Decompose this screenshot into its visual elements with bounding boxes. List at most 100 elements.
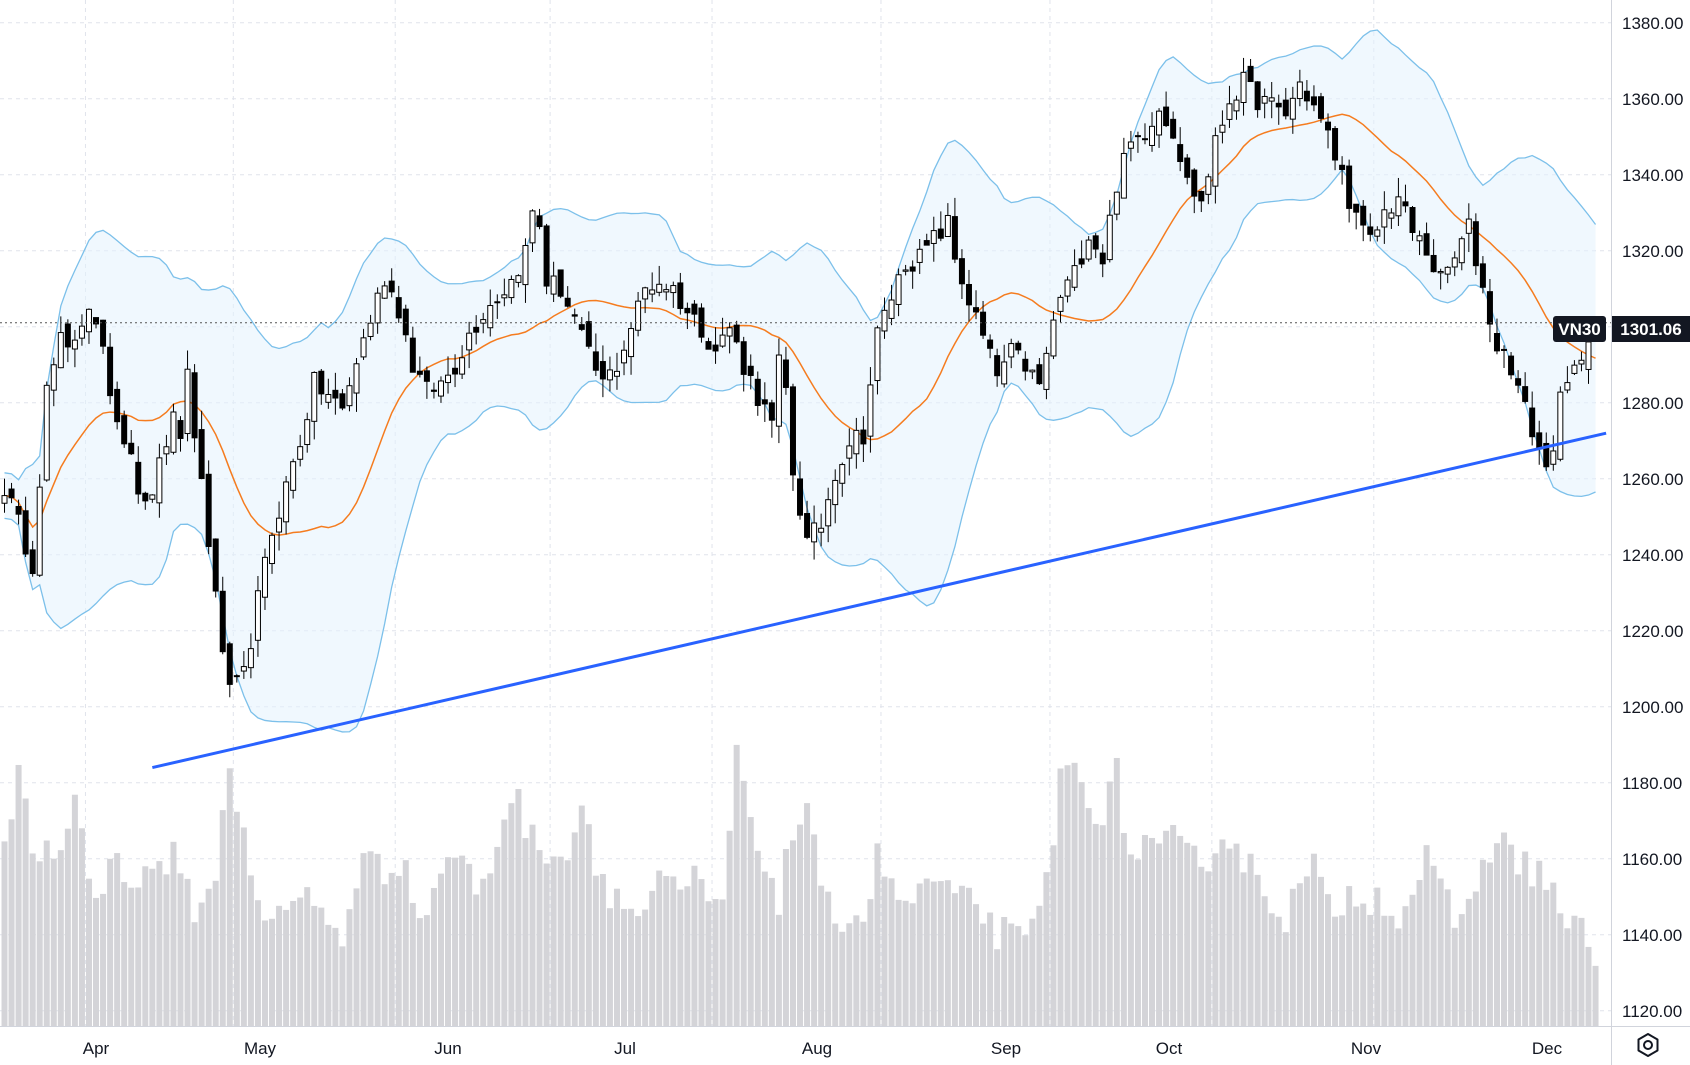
candle-body <box>1233 99 1240 112</box>
volume-bar <box>1001 916 1008 1026</box>
candle <box>564 286 571 308</box>
candle <box>1493 318 1500 355</box>
x-tick-label: Aug <box>802 1039 832 1058</box>
x-tick-label: Apr <box>83 1039 110 1058</box>
candle-body <box>1529 407 1536 438</box>
candle <box>1261 88 1268 119</box>
candle-body <box>797 478 804 516</box>
volume-bar <box>1571 915 1578 1026</box>
volume-bar <box>135 887 142 1026</box>
volume-bar <box>909 903 916 1026</box>
volume-bar <box>1522 851 1529 1026</box>
candle-body <box>1282 99 1289 117</box>
y-tick-label: 1160.00 <box>1622 850 1682 869</box>
volume-bar <box>374 853 381 1026</box>
candle-body <box>184 368 191 435</box>
volume-bar <box>1515 874 1522 1026</box>
candle-body <box>1339 164 1346 170</box>
candle-body <box>1219 124 1226 133</box>
candle-body <box>1374 229 1381 237</box>
candle-body <box>1501 348 1508 351</box>
volume-bar <box>951 893 958 1026</box>
volume-bar <box>740 780 747 1026</box>
volume-bar <box>818 885 825 1026</box>
candle <box>733 320 740 344</box>
candle-body <box>543 225 550 287</box>
volume-bar <box>1381 915 1388 1026</box>
y-tick-label: 1120.00 <box>1622 1002 1682 1021</box>
volume-bar <box>445 857 452 1026</box>
candle-body <box>367 322 374 337</box>
candle-body <box>43 384 50 481</box>
candle-body <box>494 301 501 304</box>
volume-bar <box>754 850 761 1026</box>
volume-bar <box>332 927 339 1026</box>
candle-body <box>304 419 311 446</box>
candle-body <box>1423 233 1430 256</box>
candle <box>276 501 283 551</box>
candle-body <box>142 492 149 502</box>
candle-body <box>1015 342 1022 351</box>
candle-body <box>909 266 916 272</box>
volume-bar <box>895 899 902 1026</box>
candle-body <box>487 305 494 329</box>
volume-bar <box>804 803 811 1026</box>
candle <box>592 333 599 377</box>
candle <box>1043 346 1050 400</box>
candle <box>1071 249 1078 291</box>
candle <box>980 301 987 339</box>
candle <box>339 388 346 411</box>
candle <box>261 548 268 610</box>
volume-bar <box>529 824 536 1026</box>
candle-body <box>635 300 642 331</box>
candle <box>1240 57 1247 116</box>
volume-bar <box>36 861 43 1026</box>
candle-body <box>782 359 789 388</box>
candle-body <box>247 648 254 669</box>
candle <box>515 274 522 288</box>
volume-bar <box>142 866 149 1026</box>
candle <box>522 238 529 303</box>
volume-bar <box>994 949 1001 1026</box>
volume-bar <box>642 909 649 1026</box>
candle <box>740 336 747 392</box>
volume-bar <box>860 921 867 1026</box>
candle-body <box>100 319 107 347</box>
volume-bar <box>191 922 198 1026</box>
volume-bar <box>198 902 205 1026</box>
candle <box>1430 239 1437 273</box>
volume-bar <box>494 846 501 1026</box>
volume-bar <box>1564 928 1571 1026</box>
support-trendline[interactable] <box>152 431 1607 770</box>
candle-body <box>1092 235 1099 250</box>
candle-body <box>1465 218 1472 234</box>
volume-bar <box>1465 898 1472 1026</box>
candle <box>965 269 972 322</box>
y-tick-label: 1320.00 <box>1622 242 1683 261</box>
candle-body <box>1557 391 1564 460</box>
volume-bar <box>1472 891 1479 1026</box>
candle-body <box>452 367 459 375</box>
candle-body <box>290 461 297 491</box>
candle <box>1550 435 1557 471</box>
volume-bar <box>684 886 691 1026</box>
candle <box>1057 294 1064 323</box>
candle-body <box>684 307 691 314</box>
candle-body <box>135 461 142 495</box>
candle-body <box>980 311 987 336</box>
volume-bar <box>811 834 818 1026</box>
candle <box>712 327 719 364</box>
candle <box>445 356 452 394</box>
candle <box>1282 87 1289 120</box>
volume-bar <box>557 856 564 1026</box>
candle-body <box>219 590 226 653</box>
candle-body <box>613 370 620 377</box>
candle <box>1120 137 1127 199</box>
candle <box>311 371 318 440</box>
candle <box>1310 85 1317 112</box>
candle-body <box>466 332 473 351</box>
gear-icon[interactable] <box>1634 1031 1662 1059</box>
candle-body <box>1156 110 1163 136</box>
trendline[interactable] <box>152 431 1607 770</box>
